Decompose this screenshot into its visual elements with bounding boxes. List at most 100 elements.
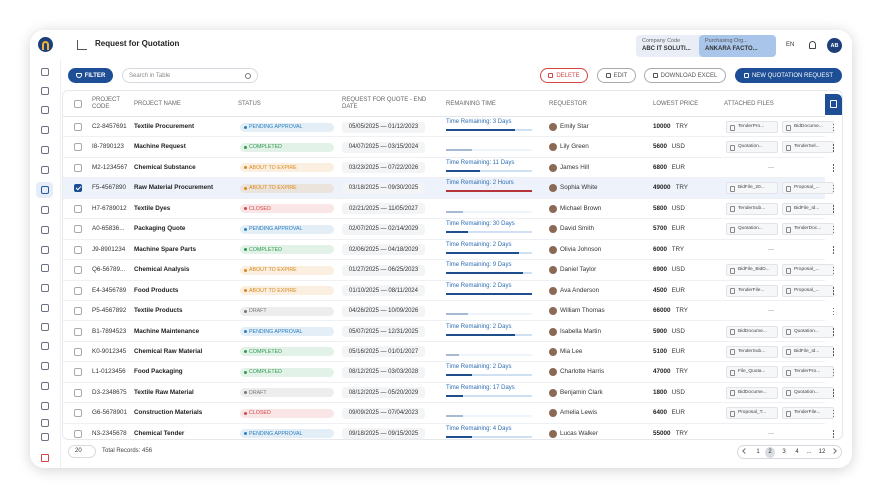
- file-chip[interactable]: TenderSub...: [726, 202, 778, 215]
- row-menu-dot[interactable]: [832, 351, 835, 354]
- row-menu-dot[interactable]: [832, 307, 835, 310]
- row-checkbox[interactable]: [74, 368, 82, 377]
- file-chip[interactable]: TenderFile...: [726, 284, 778, 297]
- row-checkbox[interactable]: [74, 184, 82, 193]
- sidebar-icon[interactable]: [41, 419, 49, 427]
- filter-button[interactable]: FILTER: [68, 68, 113, 83]
- table-row[interactable]: [63, 403, 825, 424]
- sidebar-icon[interactable]: [41, 304, 49, 312]
- file-chip[interactable]: BidDocume...: [726, 325, 778, 338]
- row-menu-dot[interactable]: [832, 129, 835, 132]
- page-number[interactable]: 2: [765, 446, 775, 458]
- row-menu-dot[interactable]: [832, 272, 835, 275]
- table-row[interactable]: [63, 342, 825, 363]
- row-menu-dot[interactable]: [832, 293, 835, 295]
- page-number[interactable]: 12: [818, 449, 826, 455]
- row-menu-dot[interactable]: [832, 354, 835, 357]
- row-checkbox[interactable]: [74, 429, 82, 438]
- file-chip[interactable]: TenderPro...: [726, 121, 778, 133]
- sidebar-icon[interactable]: [41, 87, 49, 95]
- sidebar-icon[interactable]: [41, 246, 49, 254]
- row-menu-dot[interactable]: [832, 430, 835, 432]
- row-checkbox[interactable]: [74, 266, 82, 275]
- row-menu-dot[interactable]: [832, 328, 835, 330]
- row-menu-dot[interactable]: [832, 187, 835, 190]
- sidebar-icon[interactable]: [41, 342, 49, 350]
- row-checkbox[interactable]: [74, 204, 82, 213]
- sidebar-icon[interactable]: [41, 186, 49, 194]
- columns-button[interactable]: [825, 94, 842, 115]
- download-button[interactable]: DOWNLOAD EXCEL: [644, 68, 726, 83]
- row-menu-dot[interactable]: [832, 252, 835, 254]
- page-number[interactable]: 1: [756, 449, 760, 455]
- row-menu-dot[interactable]: [832, 415, 835, 418]
- row-checkbox[interactable]: [74, 143, 82, 152]
- sidebar-icon[interactable]: [41, 106, 49, 114]
- file-chip[interactable]: BidFile_20...: [726, 182, 778, 195]
- file-chip[interactable]: TenderFile...: [782, 407, 834, 420]
- row-menu-dot[interactable]: [832, 225, 835, 228]
- sidebar-icon[interactable]: [41, 146, 49, 154]
- row-menu-dot[interactable]: [832, 269, 835, 272]
- row-checkbox[interactable]: [74, 225, 82, 234]
- language[interactable]: EN: [786, 42, 795, 48]
- file-chip[interactable]: BidFile_Id...: [782, 202, 834, 215]
- row-menu-dot[interactable]: [832, 231, 835, 234]
- row-menu-dot[interactable]: [832, 368, 835, 371]
- file-chip[interactable]: Proposal_...: [782, 264, 834, 277]
- row-menu-dot[interactable]: [832, 164, 835, 166]
- sidebar-icon[interactable]: [41, 226, 49, 234]
- row-menu-dot[interactable]: [832, 149, 835, 152]
- bell-icon[interactable]: [809, 41, 816, 49]
- edit-button[interactable]: EDIT: [597, 68, 636, 83]
- sidebar-icon[interactable]: [41, 433, 49, 441]
- file-chip[interactable]: BidDocume...: [782, 121, 834, 133]
- table-row[interactable]: [63, 117, 825, 138]
- sidebar-icon[interactable]: [41, 284, 49, 292]
- row-menu-dot[interactable]: [832, 287, 835, 289]
- avatar[interactable]: AB: [827, 38, 842, 53]
- search-input[interactable]: Search in Table: [122, 68, 258, 83]
- row-menu-dot[interactable]: [832, 395, 835, 397]
- file-chip[interactable]: TenderPro...: [782, 366, 834, 379]
- table-row[interactable]: [63, 301, 825, 322]
- table-row[interactable]: [63, 178, 825, 199]
- row-menu-dot[interactable]: [832, 374, 835, 377]
- file-chip[interactable]: Quotation...: [782, 325, 834, 338]
- row-menu-dot[interactable]: [832, 126, 835, 129]
- file-chip[interactable]: TenderDoc...: [782, 223, 834, 236]
- file-chip[interactable]: TenderSub...: [726, 345, 778, 358]
- sidebar-icon[interactable]: [41, 126, 49, 134]
- row-menu-dot[interactable]: [832, 211, 835, 213]
- table-row[interactable]: [63, 219, 825, 240]
- table-row[interactable]: [63, 240, 825, 261]
- sidebar-icon[interactable]: [41, 362, 49, 370]
- page-number[interactable]: 3: [782, 449, 786, 455]
- row-menu-dot[interactable]: [832, 190, 835, 193]
- sidebar-icon[interactable]: [41, 402, 49, 410]
- table-row[interactable]: [63, 322, 825, 342]
- sidebar-icon[interactable]: [41, 264, 49, 272]
- row-checkbox[interactable]: [74, 245, 82, 254]
- row-menu-dot[interactable]: [832, 310, 835, 313]
- sidebar-icon[interactable]: [41, 206, 49, 214]
- file-chip[interactable]: BidFile_Id...: [782, 345, 834, 358]
- row-menu-dot[interactable]: [832, 208, 835, 210]
- file-chip[interactable]: BidFile_BidD...: [726, 264, 778, 277]
- row-menu-dot[interactable]: [832, 143, 835, 146]
- table-row[interactable]: [63, 362, 825, 383]
- table-row[interactable]: [63, 281, 825, 302]
- row-checkbox[interactable]: [74, 347, 82, 356]
- row-menu-dot[interactable]: [832, 433, 835, 435]
- row-menu-dot[interactable]: [832, 392, 835, 394]
- file-chip[interactable]: Quotation...: [782, 386, 834, 399]
- row-menu-dot[interactable]: [832, 266, 835, 269]
- row-menu-dot[interactable]: [832, 170, 835, 172]
- table-row[interactable]: [63, 137, 825, 158]
- sidebar-icon[interactable]: [41, 323, 49, 331]
- row-menu-dot[interactable]: [832, 167, 835, 169]
- delete-button[interactable]: DELETE: [540, 68, 588, 83]
- page-size-select[interactable]: 20: [68, 445, 96, 458]
- sidebar-icon[interactable]: [41, 382, 49, 390]
- row-menu-dot[interactable]: [832, 348, 835, 351]
